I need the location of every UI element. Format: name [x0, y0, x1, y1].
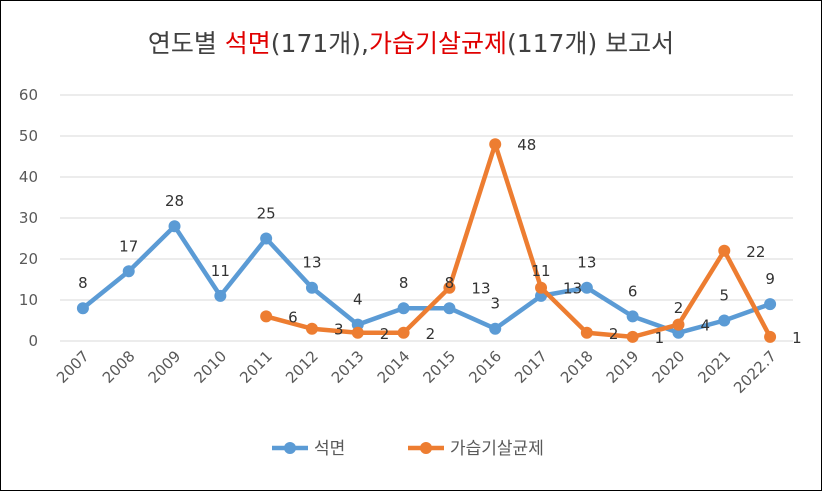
x-tick-label: 2010	[190, 347, 230, 387]
data-point-series-1	[351, 318, 364, 331]
y-axis-ticks: 0 10 20 30 40 50 60	[19, 86, 38, 350]
data-label-series-1: 3	[490, 295, 500, 313]
data-point-series-2	[443, 281, 456, 294]
title-part-3: (171개),	[270, 29, 369, 58]
data-label-series-1: 11	[211, 262, 230, 280]
y-tick-label: 40	[19, 168, 38, 186]
x-tick-label: 2011	[236, 347, 276, 387]
data-label-series-2: 6	[288, 308, 298, 326]
chart-title: 연도별 석면(171개),가습기살균제(117개) 보고서	[0, 24, 822, 60]
title-part-humidifier: 가습기살균제	[368, 29, 507, 58]
data-label-series-2: 2	[609, 325, 619, 343]
data-point-series-2	[764, 330, 777, 343]
data-label-series-2: 3	[334, 321, 344, 339]
gridlines	[60, 94, 793, 342]
data-label-series-2: 2	[380, 325, 390, 343]
title-part-5: (117개) 보고서	[506, 29, 675, 58]
data-point-series-2	[305, 322, 318, 335]
data-point-series-1	[122, 265, 135, 278]
data-label-series-1: 6	[628, 282, 638, 300]
data-label-series-1: 13	[577, 254, 596, 272]
data-label-series-1: 8	[78, 274, 88, 292]
data-label-series-1: 2	[674, 299, 684, 317]
data-point-series-1	[718, 314, 731, 327]
data-label-series-1: 13	[302, 254, 321, 272]
data-label-series-1: 5	[720, 287, 730, 305]
title-part-1: 연도별	[147, 29, 225, 58]
data-label-series-2: 2	[426, 325, 436, 343]
data-label-series-1: 17	[119, 237, 138, 255]
data-point-series-2	[718, 244, 731, 257]
data-label-series-2: 4	[700, 317, 710, 335]
data-point-series-1	[168, 220, 181, 233]
data-point-series-2	[535, 281, 548, 294]
data-point-series-1	[260, 232, 273, 245]
data-label-series-2: 1	[655, 329, 665, 347]
data-point-series-2	[626, 330, 639, 343]
data-label-series-2: 48	[517, 136, 536, 154]
x-tick-label: 2014	[374, 347, 414, 387]
x-axis-ticks: 2007 2008 2009 2010 2011 2012 2013 2014 2015 2016…	[53, 347, 780, 397]
data-point-series-1	[443, 302, 456, 315]
x-tick-label: 2007	[53, 347, 93, 387]
x-tick-label: 2019	[603, 347, 643, 387]
x-tick-label: 2021	[694, 347, 734, 387]
data-label-series-2: 22	[746, 243, 765, 261]
data-point-series-2	[580, 326, 593, 339]
data-point-series-1	[489, 322, 502, 335]
y-tick-label: 50	[19, 127, 38, 145]
data-label-series-1: 8	[445, 274, 455, 292]
data-point-series-1	[626, 310, 639, 323]
legend-marker	[284, 442, 296, 454]
x-tick-label: 2020	[649, 347, 689, 387]
data-label-series-1: 28	[165, 192, 184, 210]
data-label-series-2: 1	[792, 329, 802, 347]
y-tick-label: 0	[28, 332, 38, 350]
series-layer	[76, 138, 777, 343]
data-label-series-1: 9	[765, 270, 775, 288]
data-point-series-1	[76, 302, 89, 315]
y-tick-label: 20	[19, 250, 38, 268]
legend: 석면 가습기살균제	[272, 439, 544, 459]
data-label-series-2: 13	[563, 280, 582, 298]
series-line-2	[263, 141, 773, 340]
data-label-series-2: 13	[471, 280, 490, 298]
data-label-series-1: 8	[399, 274, 409, 292]
y-tick-label: 60	[19, 86, 38, 104]
x-tick-label: 2008	[99, 347, 139, 387]
data-point-series-2	[489, 138, 502, 151]
x-tick-label: 2013	[328, 347, 368, 387]
y-tick-label: 10	[19, 291, 38, 309]
data-point-series-2	[351, 326, 364, 339]
x-tick-label: 2017	[511, 347, 551, 387]
data-point-series-2	[397, 326, 410, 339]
data-point-series-1	[397, 302, 410, 315]
x-tick-label: 2022.7	[730, 347, 780, 397]
legend-marker	[420, 442, 432, 454]
series-line-1	[80, 223, 773, 336]
x-tick-label: 2009	[145, 347, 185, 387]
data-label-series-1: 4	[353, 291, 363, 309]
x-tick-label: 2015	[420, 347, 460, 387]
data-point-series-1	[764, 298, 777, 311]
x-tick-label: 2012	[282, 347, 322, 387]
y-tick-label: 30	[19, 209, 38, 227]
data-label-series-1: 25	[257, 205, 276, 223]
x-tick-label: 2016	[465, 347, 505, 387]
data-point-series-1	[672, 326, 685, 339]
title-part-asbestos: 석면	[224, 29, 271, 58]
x-tick-label: 2018	[557, 347, 597, 387]
legend-label: 석면	[314, 439, 345, 459]
data-point-series-2	[672, 318, 685, 331]
data-label-series-1: 11	[531, 262, 550, 280]
data-point-series-1	[214, 289, 227, 302]
data-point-series-2	[260, 310, 273, 323]
data-point-series-1	[305, 281, 318, 294]
legend-label: 가습기살균제	[450, 439, 544, 459]
data-point-series-1	[580, 281, 593, 294]
